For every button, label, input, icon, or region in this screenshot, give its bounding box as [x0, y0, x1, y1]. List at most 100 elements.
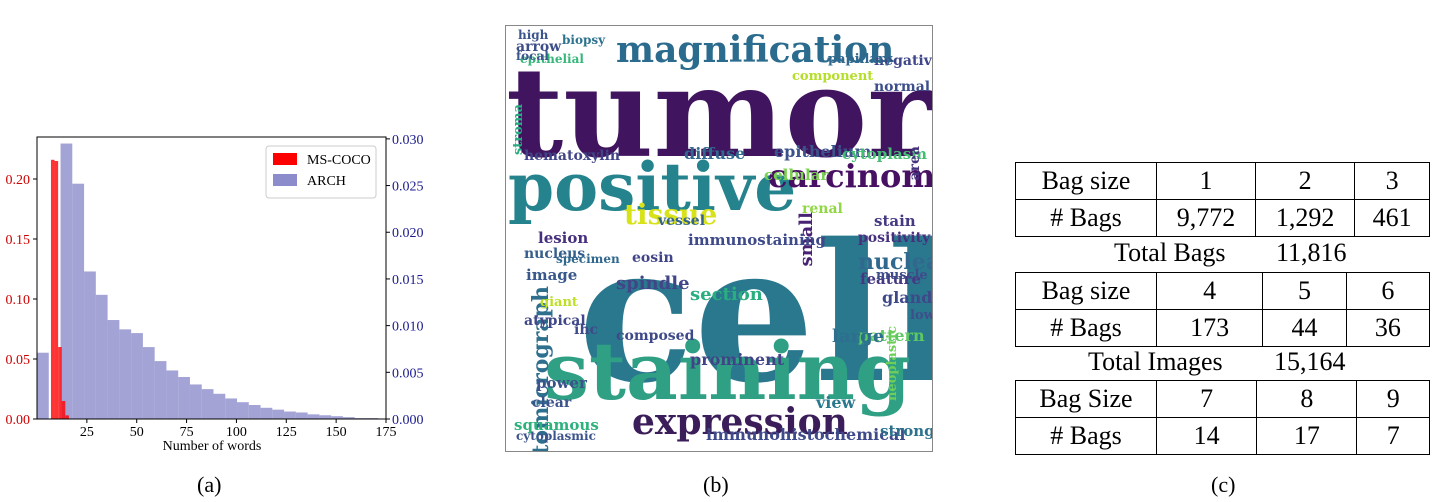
cloud-word: component [792, 69, 874, 84]
total-bags-value: 11,816 [1276, 238, 1347, 267]
cloud-word: cytoplasmic [516, 429, 596, 443]
x-tick-label: 25 [80, 425, 94, 440]
table-row: Bag Size 7 8 9 [1015, 380, 1430, 418]
cloud-word: ihc [574, 322, 599, 338]
caption-b: (b) [703, 472, 729, 497]
plot-frame [36, 136, 387, 420]
cloud-word: magnification [616, 29, 895, 71]
histogram-chart: 25 50 75 100 125 150 175 0.00 0.05 0.10 0.15 0.20 0.… [6, 133, 424, 454]
cloud-word: immunohistochemical [706, 425, 906, 444]
table-cell: 3 [1354, 162, 1430, 200]
bar-ms-coco [58, 347, 62, 419]
bar-ms-coco [65, 415, 69, 419]
cloud-word: carcinoma [768, 157, 933, 195]
total-images-value: 15,164 [1274, 347, 1346, 376]
table-cell: Bag size [1015, 162, 1157, 200]
bar-arch [84, 271, 96, 419]
table-row: Bag size 1 2 3 [1015, 162, 1430, 200]
legend: MS-COCO ARCH [265, 145, 377, 199]
cloud-word: epithelium [774, 142, 872, 161]
cloud-word: giant [540, 295, 578, 310]
table-cell: 2 [1255, 162, 1356, 200]
cloud-word: positive [508, 148, 797, 226]
cloud-word: biopsy [562, 33, 606, 47]
table-cell: # Bags [1015, 309, 1157, 347]
y-right-tick-label: 0.030 [392, 133, 424, 148]
cloud-word: tissue [624, 198, 718, 231]
table-cell: 6 [1345, 272, 1431, 310]
table-cell: 1 [1155, 162, 1257, 200]
y-left-tick-label: 0.10 [6, 293, 31, 308]
bar-arch [60, 143, 73, 419]
bar-arch [248, 404, 261, 419]
cloud-word: clear [532, 395, 572, 411]
cloud-word: normal [874, 79, 931, 95]
bar-arch [213, 393, 226, 419]
bar-arch [237, 402, 249, 419]
y-left-tick-label: 0.00 [6, 413, 31, 428]
bar-arch [37, 352, 49, 419]
cloud-word: hematoxylin [524, 148, 621, 164]
caption-c: (c) [1211, 472, 1236, 497]
bar-arch [295, 412, 308, 419]
bar-arch [331, 416, 343, 419]
legend-swatch-ms-coco [273, 153, 297, 165]
cloud-word: spindle [616, 273, 690, 294]
table-cell: 14 [1155, 417, 1258, 455]
legend-label-arch: ARCH [307, 174, 346, 189]
cloud-word: image [526, 266, 578, 284]
cloud-word: view [816, 393, 856, 412]
bar-arch [119, 329, 132, 419]
bar-arch [319, 415, 332, 419]
cloud-word: immunostaining [688, 231, 827, 249]
table-cell: # Bags [1015, 417, 1157, 455]
table-row: # Bags 173 44 36 [1015, 309, 1431, 347]
cloud-word: eosin [632, 250, 674, 266]
y-right-tick-label: 0.020 [392, 226, 424, 241]
y-right-tick-label: 0.010 [392, 320, 424, 335]
total-images-label: Total Images [1088, 347, 1223, 376]
table-cell: 4 [1155, 272, 1264, 310]
cloud-word: pattern [858, 326, 925, 345]
bar-arch [342, 417, 355, 419]
bar-arch [307, 414, 320, 419]
cloud-word: stroma [511, 104, 526, 156]
cloud-word: strong [880, 422, 933, 440]
cloud-word: arrow [516, 39, 562, 55]
legend-label-ms-coco: MS-COCO [307, 153, 371, 168]
table-cell: 17 [1256, 417, 1358, 455]
bar-arch [72, 183, 85, 419]
cloud-word: stain [874, 212, 916, 230]
bar-arch [178, 376, 190, 419]
table-cell: 44 [1262, 309, 1347, 347]
cloud-word: cytoplasm [842, 145, 928, 163]
cloud-word: low [910, 308, 933, 323]
cloud-word: positivity [858, 230, 931, 246]
table-cell: 1,292 [1255, 199, 1356, 237]
caption-a: (a) [197, 472, 222, 497]
cloud-word: feature [860, 270, 921, 288]
cloud-word: section [690, 284, 763, 305]
y-right-tick-label: 0.025 [392, 180, 424, 195]
cloud-word: focal [516, 49, 549, 63]
cloud-word: power [536, 374, 587, 392]
cloud-word: specimen [556, 252, 620, 266]
cloud-word: diffuse [684, 144, 746, 163]
cloud-word: renal [802, 201, 843, 217]
table-row: # Bags 14 17 7 [1015, 417, 1430, 455]
bar-arch [272, 409, 285, 419]
bar-arch [95, 294, 108, 419]
bar-ms-coco [54, 161, 59, 419]
total-bags-label: Total Bags [1114, 238, 1226, 267]
bag-table-1: Bag size 1 2 3 # Bags 9,772 1,292 461 [1015, 162, 1430, 237]
x-tick-label: 125 [276, 425, 297, 440]
table-cell: 5 [1262, 272, 1347, 310]
cloud-word: large [832, 326, 885, 347]
bar-arch [166, 370, 179, 419]
cloud-word: negative [874, 53, 932, 69]
word-cloud: tumor cell staining positive magnification ex… [505, 25, 933, 452]
cloud-word: vessel [658, 213, 706, 229]
cloud-word: squamous [514, 416, 599, 434]
table-cell: 461 [1354, 199, 1430, 237]
cloud-word: tumor [506, 41, 933, 186]
